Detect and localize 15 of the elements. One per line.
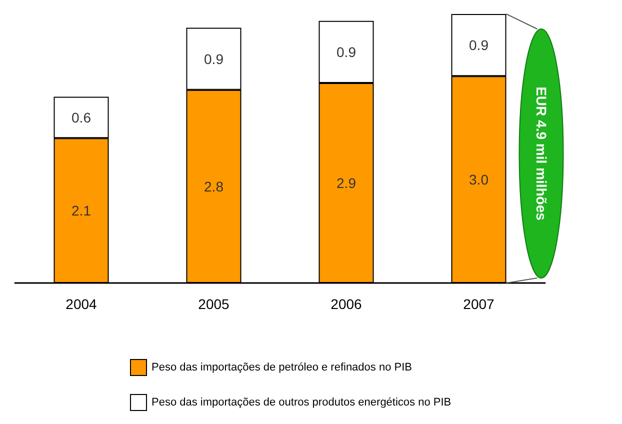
annotation: EUR 4.9 mil milhões: [533, 86, 550, 221]
legend-label: Peso das importações de outros produtos energéticos no PIB: [152, 396, 452, 408]
data-label: 3.0: [469, 172, 489, 188]
x-tick-label: 2007: [463, 296, 495, 312]
x-tick-label: 2006: [330, 296, 362, 312]
x-tick-label: 2005: [198, 296, 230, 312]
data-label: 0.6: [72, 109, 92, 126]
data-label: 0.9: [336, 44, 356, 60]
data-label: 2.9: [336, 174, 356, 191]
data-label: 0.9: [204, 50, 224, 67]
data-label: 0.9: [469, 37, 489, 54]
data-label: 2.8: [204, 178, 224, 194]
legend-label: Peso das importações de petróleo e refinados no PIB: [152, 362, 412, 374]
x-tick-label: 2004: [66, 296, 98, 312]
data-label: 2.1: [72, 202, 92, 219]
